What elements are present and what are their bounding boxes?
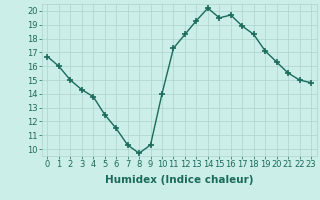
X-axis label: Humidex (Indice chaleur): Humidex (Indice chaleur) [105,175,253,185]
